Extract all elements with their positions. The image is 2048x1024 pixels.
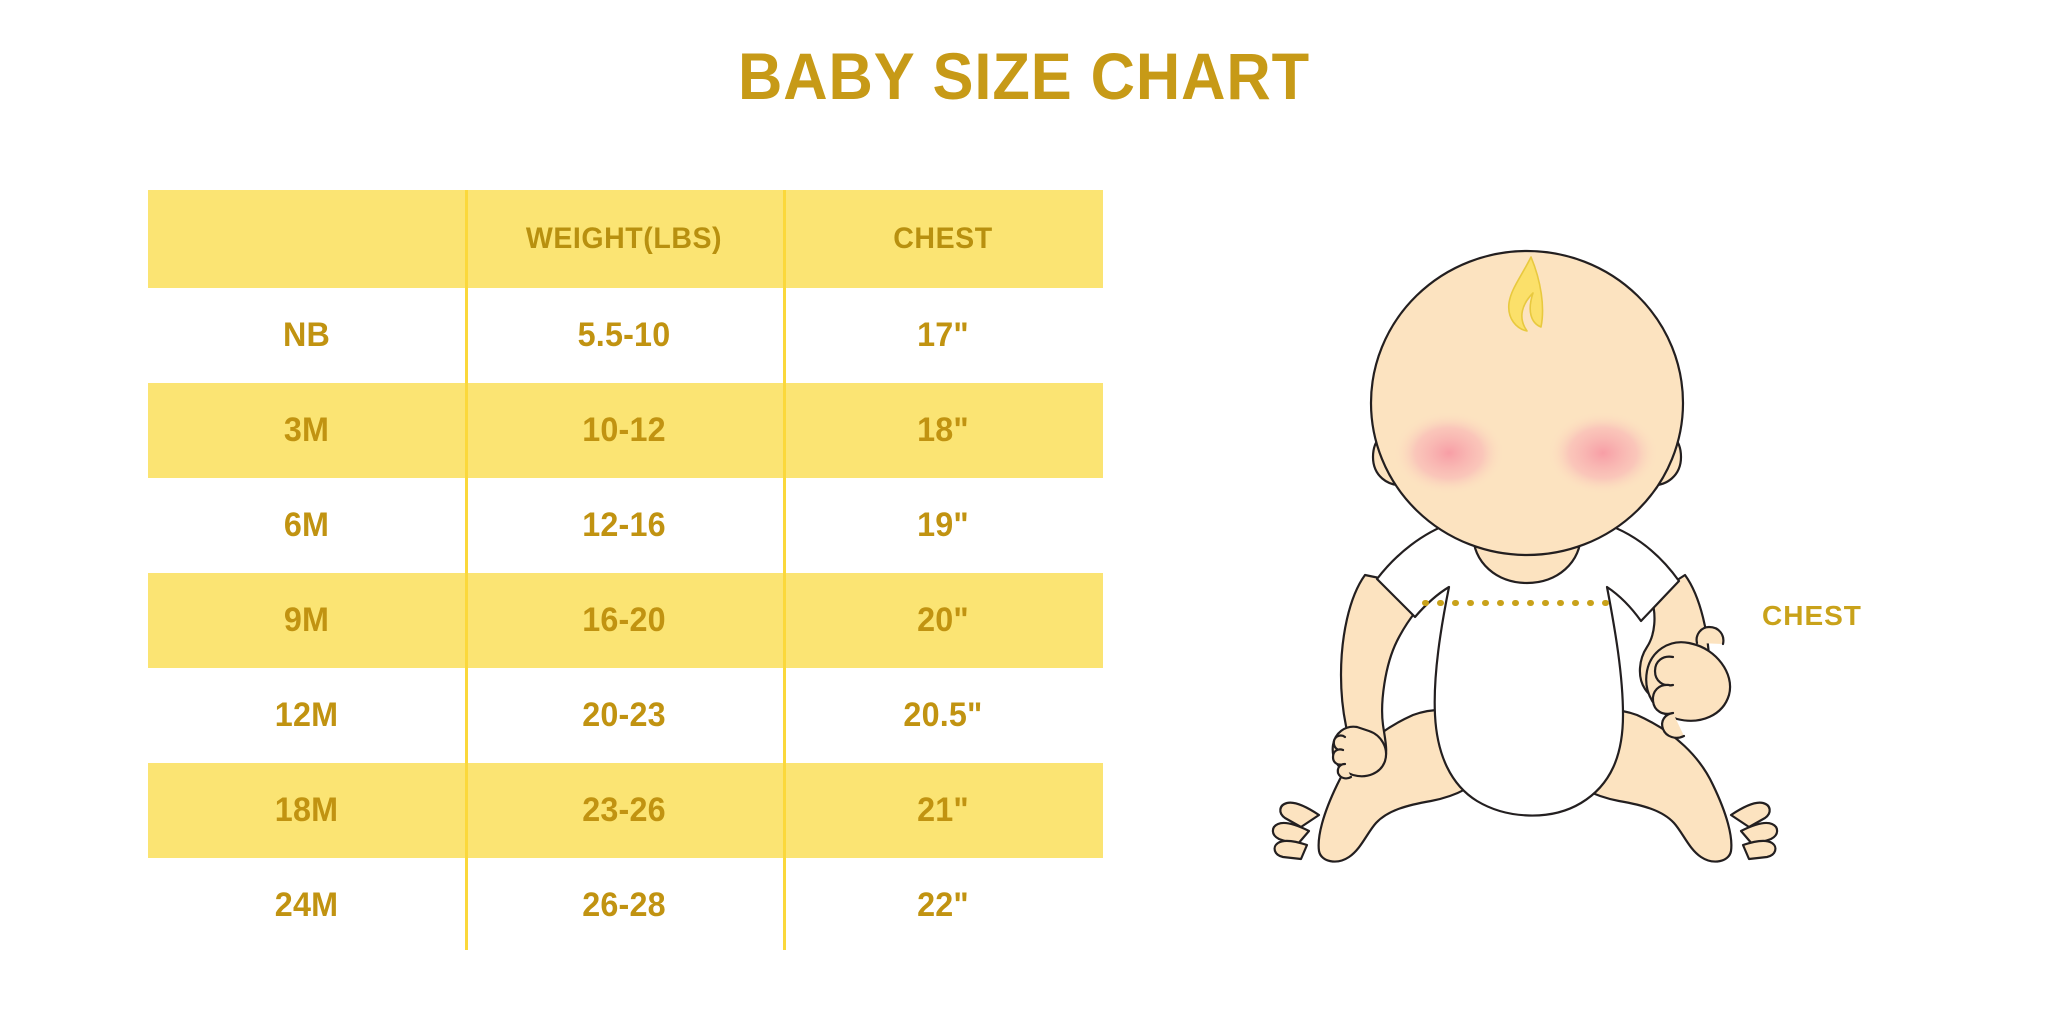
table-row: NB 5.5-10 17" xyxy=(148,288,1103,383)
baby-cheek-left xyxy=(1393,411,1505,495)
cell-chest: 20.5" xyxy=(903,696,983,734)
cell-size: 12M xyxy=(274,696,339,734)
baby-shirt xyxy=(1375,514,1681,817)
table-row: 3M 10-12 18" xyxy=(148,383,1103,478)
cell-chest: 17" xyxy=(917,316,969,354)
baby-cheek-right xyxy=(1547,411,1659,495)
cell-chest: 21" xyxy=(917,791,969,829)
table-row: 6M 12-16 19" xyxy=(148,478,1103,573)
baby-illustration xyxy=(1245,245,1805,865)
header-cell-weight: WEIGHT(LBS) xyxy=(525,222,723,255)
cell-weight: 26-28 xyxy=(582,886,666,924)
cell-chest: 22" xyxy=(917,886,969,924)
table-row: 9M 16-20 20" xyxy=(148,573,1103,668)
cell-weight: 5.5-10 xyxy=(577,316,671,354)
cell-size: 9M xyxy=(283,601,330,639)
cell-chest: 18" xyxy=(917,411,969,449)
page-title: BABY SIZE CHART xyxy=(737,39,1311,113)
cell-size: 6M xyxy=(283,506,330,544)
table-header-row: WEIGHT(LBS) CHEST xyxy=(148,190,1103,288)
baby-left-arm xyxy=(1331,573,1439,780)
cell-chest: 19" xyxy=(917,506,969,544)
size-table: WEIGHT(LBS) CHEST NB 5.5-10 17" 3M 10-12… xyxy=(148,190,1103,953)
header-cell-chest: CHEST xyxy=(893,222,993,255)
cell-size: NB xyxy=(282,316,331,354)
cell-weight: 23-26 xyxy=(582,791,666,829)
cell-weight: 10-12 xyxy=(582,411,666,449)
cell-size: 18M xyxy=(274,791,339,829)
cell-size: 3M xyxy=(283,411,330,449)
cell-weight: 16-20 xyxy=(582,601,666,639)
cell-chest: 20" xyxy=(917,601,969,639)
column-divider-1 xyxy=(465,190,468,950)
table-row: 18M 23-26 21" xyxy=(148,763,1103,858)
table-row: 12M 20-23 20.5" xyxy=(148,668,1103,763)
baby-hair-curl xyxy=(1507,256,1544,332)
cell-size: 24M xyxy=(274,886,339,924)
cell-weight: 12-16 xyxy=(582,506,666,544)
baby-right-arm xyxy=(1638,573,1732,739)
table-row: 24M 26-28 22" xyxy=(148,858,1103,953)
cell-weight: 20-23 xyxy=(582,696,666,734)
chest-measure-label: CHEST xyxy=(1762,600,1862,631)
column-divider-2 xyxy=(783,190,786,950)
